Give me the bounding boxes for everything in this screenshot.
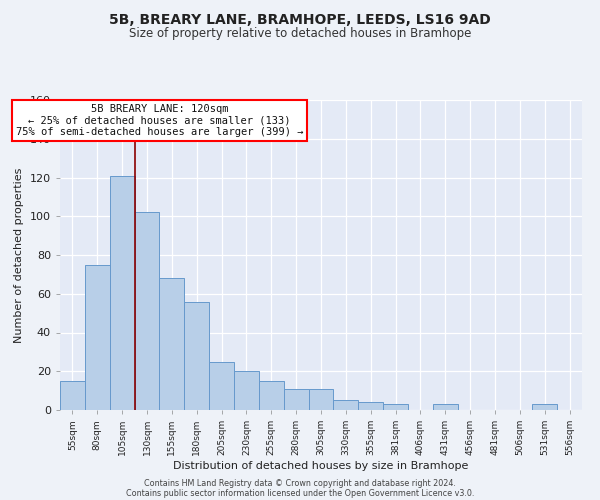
Bar: [334, 400, 358, 410]
Bar: [532, 404, 557, 410]
X-axis label: Distribution of detached houses by size in Bramhope: Distribution of detached houses by size …: [173, 461, 469, 471]
Bar: [110, 176, 134, 410]
Text: 5B, BREARY LANE, BRAMHOPE, LEEDS, LS16 9AD: 5B, BREARY LANE, BRAMHOPE, LEEDS, LS16 9…: [109, 12, 491, 26]
Bar: [234, 371, 259, 410]
Bar: [383, 404, 408, 410]
Bar: [60, 381, 85, 410]
Y-axis label: Number of detached properties: Number of detached properties: [14, 168, 24, 342]
Bar: [134, 212, 160, 410]
Bar: [85, 264, 110, 410]
Bar: [259, 381, 284, 410]
Text: Contains public sector information licensed under the Open Government Licence v3: Contains public sector information licen…: [126, 488, 474, 498]
Bar: [433, 404, 458, 410]
Bar: [209, 362, 234, 410]
Bar: [358, 402, 383, 410]
Bar: [284, 388, 308, 410]
Bar: [308, 388, 334, 410]
Text: Size of property relative to detached houses in Bramhope: Size of property relative to detached ho…: [129, 28, 471, 40]
Text: Contains HM Land Registry data © Crown copyright and database right 2024.: Contains HM Land Registry data © Crown c…: [144, 478, 456, 488]
Text: 5B BREARY LANE: 120sqm
← 25% of detached houses are smaller (133)
75% of semi-de: 5B BREARY LANE: 120sqm ← 25% of detached…: [16, 104, 303, 137]
Bar: [184, 302, 209, 410]
Bar: [160, 278, 184, 410]
